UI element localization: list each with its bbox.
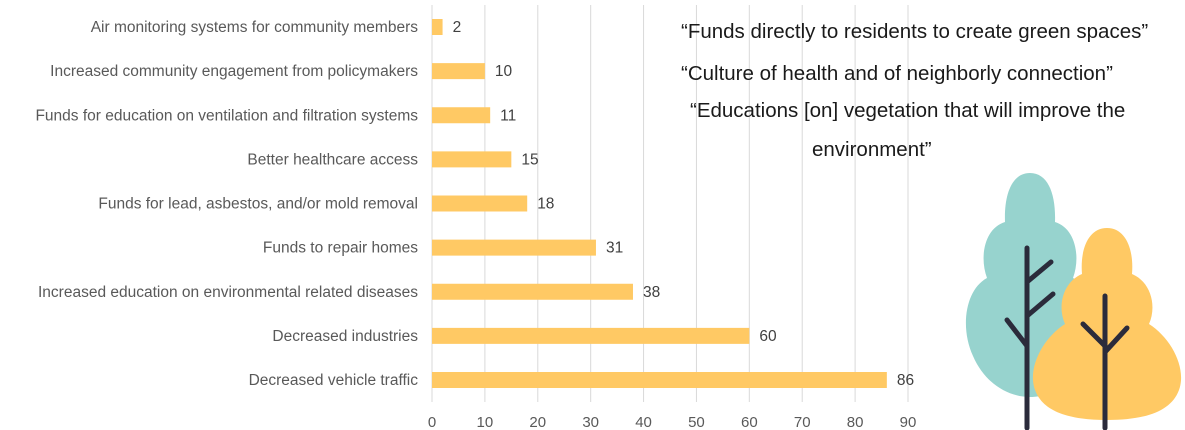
- x-tick-label: 40: [635, 414, 652, 430]
- data-label: 60: [759, 328, 777, 345]
- bar: [432, 63, 485, 80]
- trees-illustration: [965, 173, 1182, 430]
- x-tick-label: 80: [847, 414, 864, 430]
- quote-vegetation-education: “Educations [on] vegetation that will im…: [690, 99, 1126, 122]
- data-label: 2: [453, 19, 462, 36]
- category-label: Increased education on environmental rel…: [38, 284, 418, 301]
- quote-green-spaces: “Funds directly to residents to create g…: [681, 20, 1149, 43]
- bar: [432, 372, 887, 388]
- x-tick-label: 0: [428, 414, 436, 430]
- category-label: Decreased industries: [272, 328, 418, 345]
- x-axis-ticks: 0 10 20 30 40 50 60 70 80 90: [428, 414, 917, 430]
- category-label: Decreased vehicle traffic: [249, 372, 419, 389]
- x-tick-label: 30: [582, 414, 599, 430]
- bar: [432, 327, 750, 344]
- x-tick-label: 70: [794, 414, 811, 430]
- category-label: Increased community engagement from poli…: [50, 63, 418, 80]
- teal-tree-trunk: [1004, 245, 1056, 430]
- bar: [432, 195, 528, 212]
- bars: [432, 19, 887, 388]
- bar: [432, 19, 443, 35]
- data-label: 10: [495, 63, 513, 80]
- category-label: Funds for lead, asbestos, and/or mold re…: [98, 196, 418, 213]
- x-tick-label: 50: [688, 414, 705, 430]
- x-tick-label: 10: [477, 414, 494, 430]
- x-tick-label: 90: [900, 414, 917, 430]
- yellow-tree-trunk: [1080, 293, 1130, 430]
- category-label: Funds to repair homes: [263, 240, 418, 257]
- data-label: 15: [521, 151, 538, 168]
- data-label: 11: [500, 107, 516, 124]
- data-label: 86: [897, 372, 914, 389]
- x-tick-label: 60: [741, 414, 758, 430]
- bar: [432, 151, 512, 168]
- data-label: 18: [537, 196, 554, 213]
- category-label: Air monitoring systems for community mem…: [91, 19, 419, 36]
- bar: [432, 107, 491, 124]
- data-label: 38: [643, 284, 660, 301]
- x-tick-label: 20: [529, 414, 546, 430]
- data-label: 31: [606, 240, 623, 257]
- bar-chart: Air monitoring systems for community mem…: [35, 5, 917, 430]
- data-labels: 2 10 11 15 18 31 38 60 86: [453, 19, 915, 389]
- bar: [432, 283, 633, 300]
- quote-culture-of-health: “Culture of health and of neighborly con…: [681, 62, 1113, 85]
- category-labels: Air monitoring systems for community mem…: [35, 19, 418, 389]
- quote-vegetation-education-end: environment”: [812, 138, 932, 161]
- bar: [432, 239, 596, 256]
- category-label: Better healthcare access: [247, 151, 418, 168]
- category-label: Funds for education on ventilation and f…: [35, 107, 418, 124]
